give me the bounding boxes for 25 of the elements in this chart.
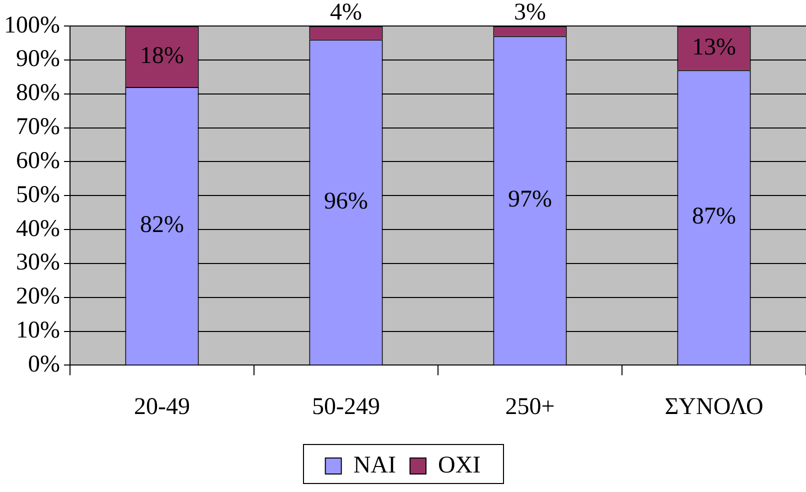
x-tick-label: ΣΥΝΟΛΟ	[664, 394, 764, 420]
y-tick-label: 40%	[16, 216, 60, 242]
data-label: 3%	[514, 0, 546, 26]
y-tick-label: 100%	[4, 12, 60, 38]
y-tick-label: 50%	[16, 182, 60, 208]
x-tick-label: 250+	[505, 394, 555, 420]
y-tick-label: 90%	[16, 46, 60, 72]
data-label: 82%	[140, 212, 184, 238]
y-tick-label: 80%	[16, 80, 60, 106]
y-tick-label: 70%	[16, 114, 60, 140]
data-label: 87%	[692, 204, 736, 230]
data-label: 4%	[330, 0, 362, 26]
y-tick-label: 10%	[16, 318, 60, 344]
y-tick-label: 0%	[28, 351, 60, 378]
x-tick-label: 20-49	[134, 394, 190, 420]
y-tick-label: 20%	[16, 284, 60, 310]
x-tick-label: 50-249	[312, 394, 380, 420]
data-label: 96%	[324, 188, 368, 214]
y-tick-label: 30%	[16, 250, 60, 276]
y-tick-label: 60%	[16, 148, 60, 174]
data-label: 18%	[140, 42, 184, 69]
legend-label: ΝΑΙ	[353, 452, 396, 478]
legend-label: ΟΧΙ	[438, 452, 481, 478]
data-label: 97%	[508, 186, 552, 213]
data-label: 13%	[692, 34, 736, 60]
